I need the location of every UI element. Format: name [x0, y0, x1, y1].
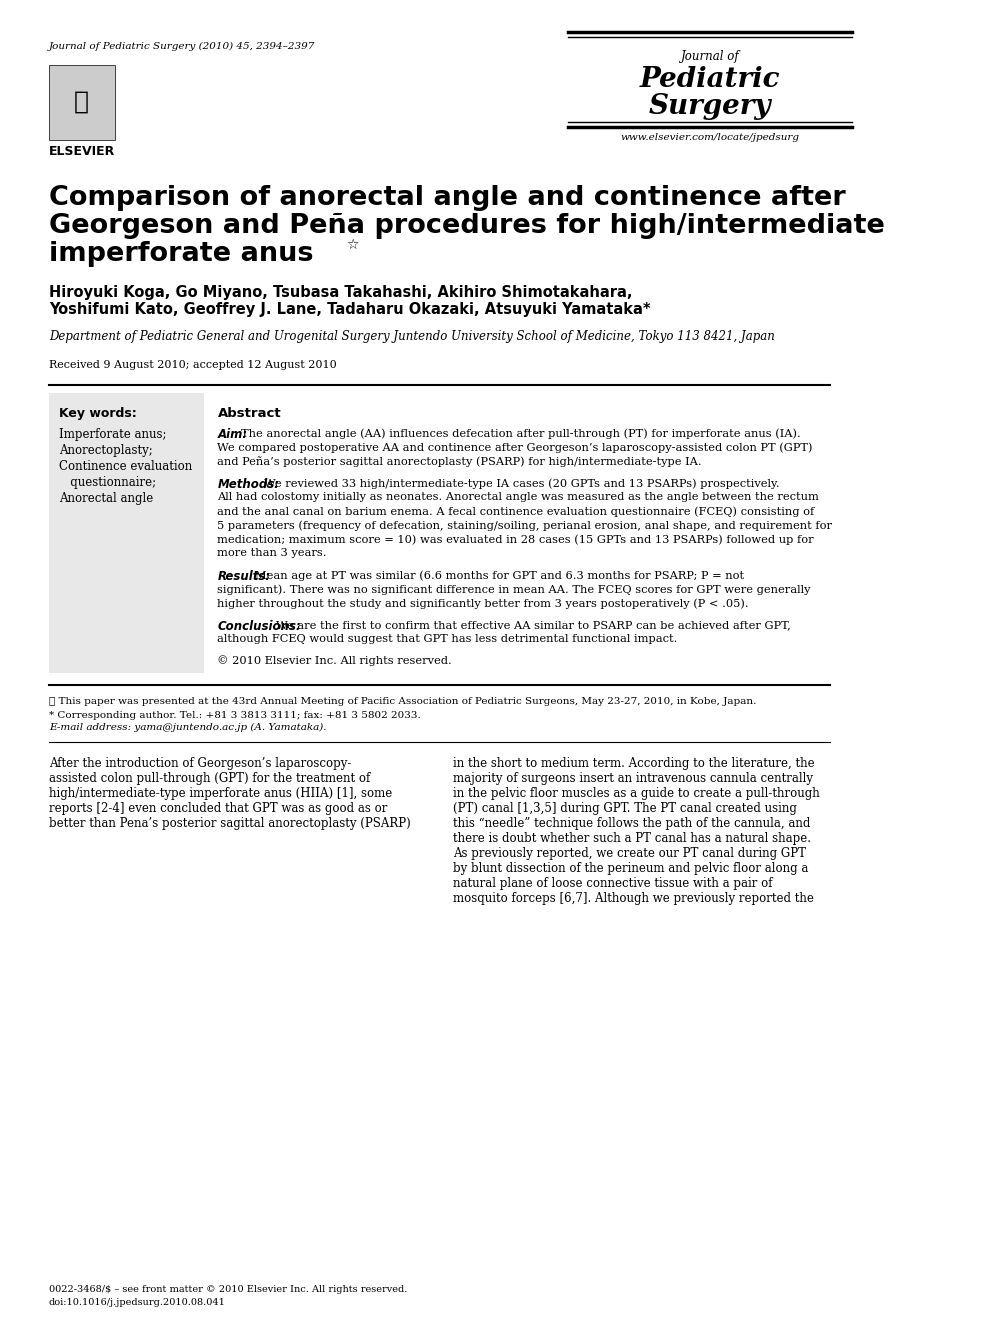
Text: Methods:: Methods:	[218, 478, 279, 491]
Text: © 2010 Elsevier Inc. All rights reserved.: © 2010 Elsevier Inc. All rights reserved…	[218, 655, 452, 665]
Text: Journal of Pediatric Surgery (2010) 45, 2394–2397: Journal of Pediatric Surgery (2010) 45, …	[49, 42, 315, 51]
Text: by blunt dissection of the perineum and pelvic floor along a: by blunt dissection of the perineum and …	[452, 862, 808, 875]
Text: Yoshifumi Kato, Geoffrey J. Lane, Tadaharu Okazaki, Atsuyuki Yamataka*: Yoshifumi Kato, Geoffrey J. Lane, Tadaha…	[49, 302, 650, 317]
Text: natural plane of loose connective tissue with a pair of: natural plane of loose connective tissue…	[452, 876, 772, 890]
Text: Mean age at PT was similar (6.6 months for GPT and 6.3 months for PSARP; P = not: Mean age at PT was similar (6.6 months f…	[254, 570, 743, 581]
Text: mosquito forceps [6,7]. Although we previously reported the: mosquito forceps [6,7]. Although we prev…	[452, 892, 814, 906]
Text: 5 parameters (frequency of defecation, staining/soiling, perianal erosion, anal : 5 parameters (frequency of defecation, s…	[218, 520, 833, 531]
Text: medication; maximum score = 10) was evaluated in 28 cases (15 GPTs and 13 PSARPs: medication; maximum score = 10) was eval…	[218, 535, 814, 545]
Text: Continence evaluation: Continence evaluation	[59, 459, 193, 473]
Text: 0022-3468/$ – see front matter © 2010 Elsevier Inc. All rights reserved.: 0022-3468/$ – see front matter © 2010 El…	[49, 1284, 407, 1294]
Text: www.elsevier.com/locate/jpedsurg: www.elsevier.com/locate/jpedsurg	[621, 133, 800, 143]
Text: Pediatric: Pediatric	[640, 66, 780, 92]
Text: majority of surgeons insert an intravenous cannula centrally: majority of surgeons insert an intraveno…	[452, 772, 813, 785]
Text: Abstract: Abstract	[218, 407, 281, 420]
Text: As previously reported, we create our PT canal during GPT: As previously reported, we create our PT…	[452, 847, 806, 861]
Text: high/intermediate-type imperforate anus (HIIA) [1], some: high/intermediate-type imperforate anus …	[49, 787, 392, 800]
Text: Imperforate anus;: Imperforate anus;	[59, 428, 167, 441]
Text: in the pelvic floor muscles as a guide to create a pull-through: in the pelvic floor muscles as a guide t…	[452, 787, 820, 800]
Text: reports [2-4] even concluded that GPT was as good as or: reports [2-4] even concluded that GPT wa…	[49, 803, 387, 814]
Text: doi:10.1016/j.jpedsurg.2010.08.041: doi:10.1016/j.jpedsurg.2010.08.041	[49, 1298, 226, 1307]
Text: significant). There was no significant difference in mean AA. The FCEQ scores fo: significant). There was no significant d…	[218, 583, 811, 594]
Text: although FCEQ would suggest that GPT has less detrimental functional impact.: although FCEQ would suggest that GPT has…	[218, 634, 678, 644]
Text: Aim:: Aim:	[218, 428, 248, 441]
Bar	[49, 393, 204, 673]
Text: Comparison of anorectal angle and continence after: Comparison of anorectal angle and contin…	[49, 185, 845, 211]
Text: 🌲: 🌲	[74, 90, 89, 114]
Text: ★ This paper was presented at the 43rd Annual Meeting of Pacific Association of : ★ This paper was presented at the 43rd A…	[49, 697, 756, 706]
Text: Department of Pediatric General and Urogenital Surgery Juntendo University Schoo: Department of Pediatric General and Urog…	[49, 330, 775, 343]
Text: assisted colon pull-through (GPT) for the treatment of: assisted colon pull-through (GPT) for th…	[49, 772, 370, 785]
Bar	[49, 65, 116, 140]
Text: After the introduction of Georgeson’s laparoscopy-: After the introduction of Georgeson’s la…	[49, 756, 351, 770]
Text: ELSEVIER: ELSEVIER	[49, 145, 115, 158]
Text: imperforate anus: imperforate anus	[49, 242, 313, 267]
Text: there is doubt whether such a PT canal has a natural shape.: there is doubt whether such a PT canal h…	[452, 832, 811, 845]
Text: Hiroyuki Koga, Go Miyano, Tsubasa Takahashi, Akihiro Shimotakahara,: Hiroyuki Koga, Go Miyano, Tsubasa Takaha…	[49, 285, 633, 300]
Text: this “needle” technique follows the path of the cannula, and: this “needle” technique follows the path…	[452, 817, 810, 830]
Text: and Peña’s posterior sagittal anorectoplasty (PSARP) for high/intermediate-type : and Peña’s posterior sagittal anorectopl…	[218, 455, 702, 467]
Text: Results:: Results:	[218, 570, 270, 583]
Text: All had colostomy initially as neonates. Anorectal angle was measured as the ang: All had colostomy initially as neonates.…	[218, 492, 820, 502]
Text: questionnaire;: questionnaire;	[59, 477, 156, 488]
Text: E-mail address: yama@juntendo.ac.jp (A. Yamataka).: E-mail address: yama@juntendo.ac.jp (A. …	[49, 723, 327, 733]
Text: We are the first to confirm that effective AA similar to PSARP can be achieved a: We are the first to confirm that effecti…	[276, 620, 791, 630]
Text: We compared postoperative AA and continence after Georgeson’s laparoscopy-assist: We compared postoperative AA and contine…	[218, 442, 813, 453]
Text: more than 3 years.: more than 3 years.	[218, 548, 327, 558]
Text: The anorectal angle (AA) influences defecation after pull-through (PT) for imper: The anorectal angle (AA) influences defe…	[241, 428, 800, 438]
Text: Journal of: Journal of	[681, 50, 740, 63]
Text: Anorectoplasty;: Anorectoplasty;	[59, 444, 153, 457]
Text: better than Pena’s posterior sagittal anorectoplasty (PSARP): better than Pena’s posterior sagittal an…	[49, 817, 411, 830]
Text: Key words:: Key words:	[59, 407, 138, 420]
Text: Conclusions:: Conclusions:	[218, 620, 301, 634]
Text: We reviewed 33 high/intermediate-type IA cases (20 GPTs and 13 PSARPs) prospecti: We reviewed 33 high/intermediate-type IA…	[263, 478, 779, 488]
Text: and the anal canal on barium enema. A fecal continence evaluation questionnaire : and the anal canal on barium enema. A fe…	[218, 506, 815, 516]
Text: Surgery: Surgery	[648, 92, 771, 120]
Text: (PT) canal [1,3,5] during GPT. The PT canal created using: (PT) canal [1,3,5] during GPT. The PT ca…	[452, 803, 797, 814]
Text: Received 9 August 2010; accepted 12 August 2010: Received 9 August 2010; accepted 12 Augu…	[49, 360, 337, 370]
Text: * Corresponding author. Tel.: +81 3 3813 3111; fax: +81 3 5802 2033.: * Corresponding author. Tel.: +81 3 3813…	[49, 711, 421, 719]
Text: ☆: ☆	[346, 238, 358, 252]
Text: Anorectal angle: Anorectal angle	[59, 492, 153, 506]
Text: in the short to medium term. According to the literature, the: in the short to medium term. According t…	[452, 756, 815, 770]
Text: Georgeson and Peña procedures for high/intermediate: Georgeson and Peña procedures for high/i…	[49, 213, 885, 239]
Text: higher throughout the study and significantly better from 3 years postoperativel: higher throughout the study and signific…	[218, 598, 749, 609]
